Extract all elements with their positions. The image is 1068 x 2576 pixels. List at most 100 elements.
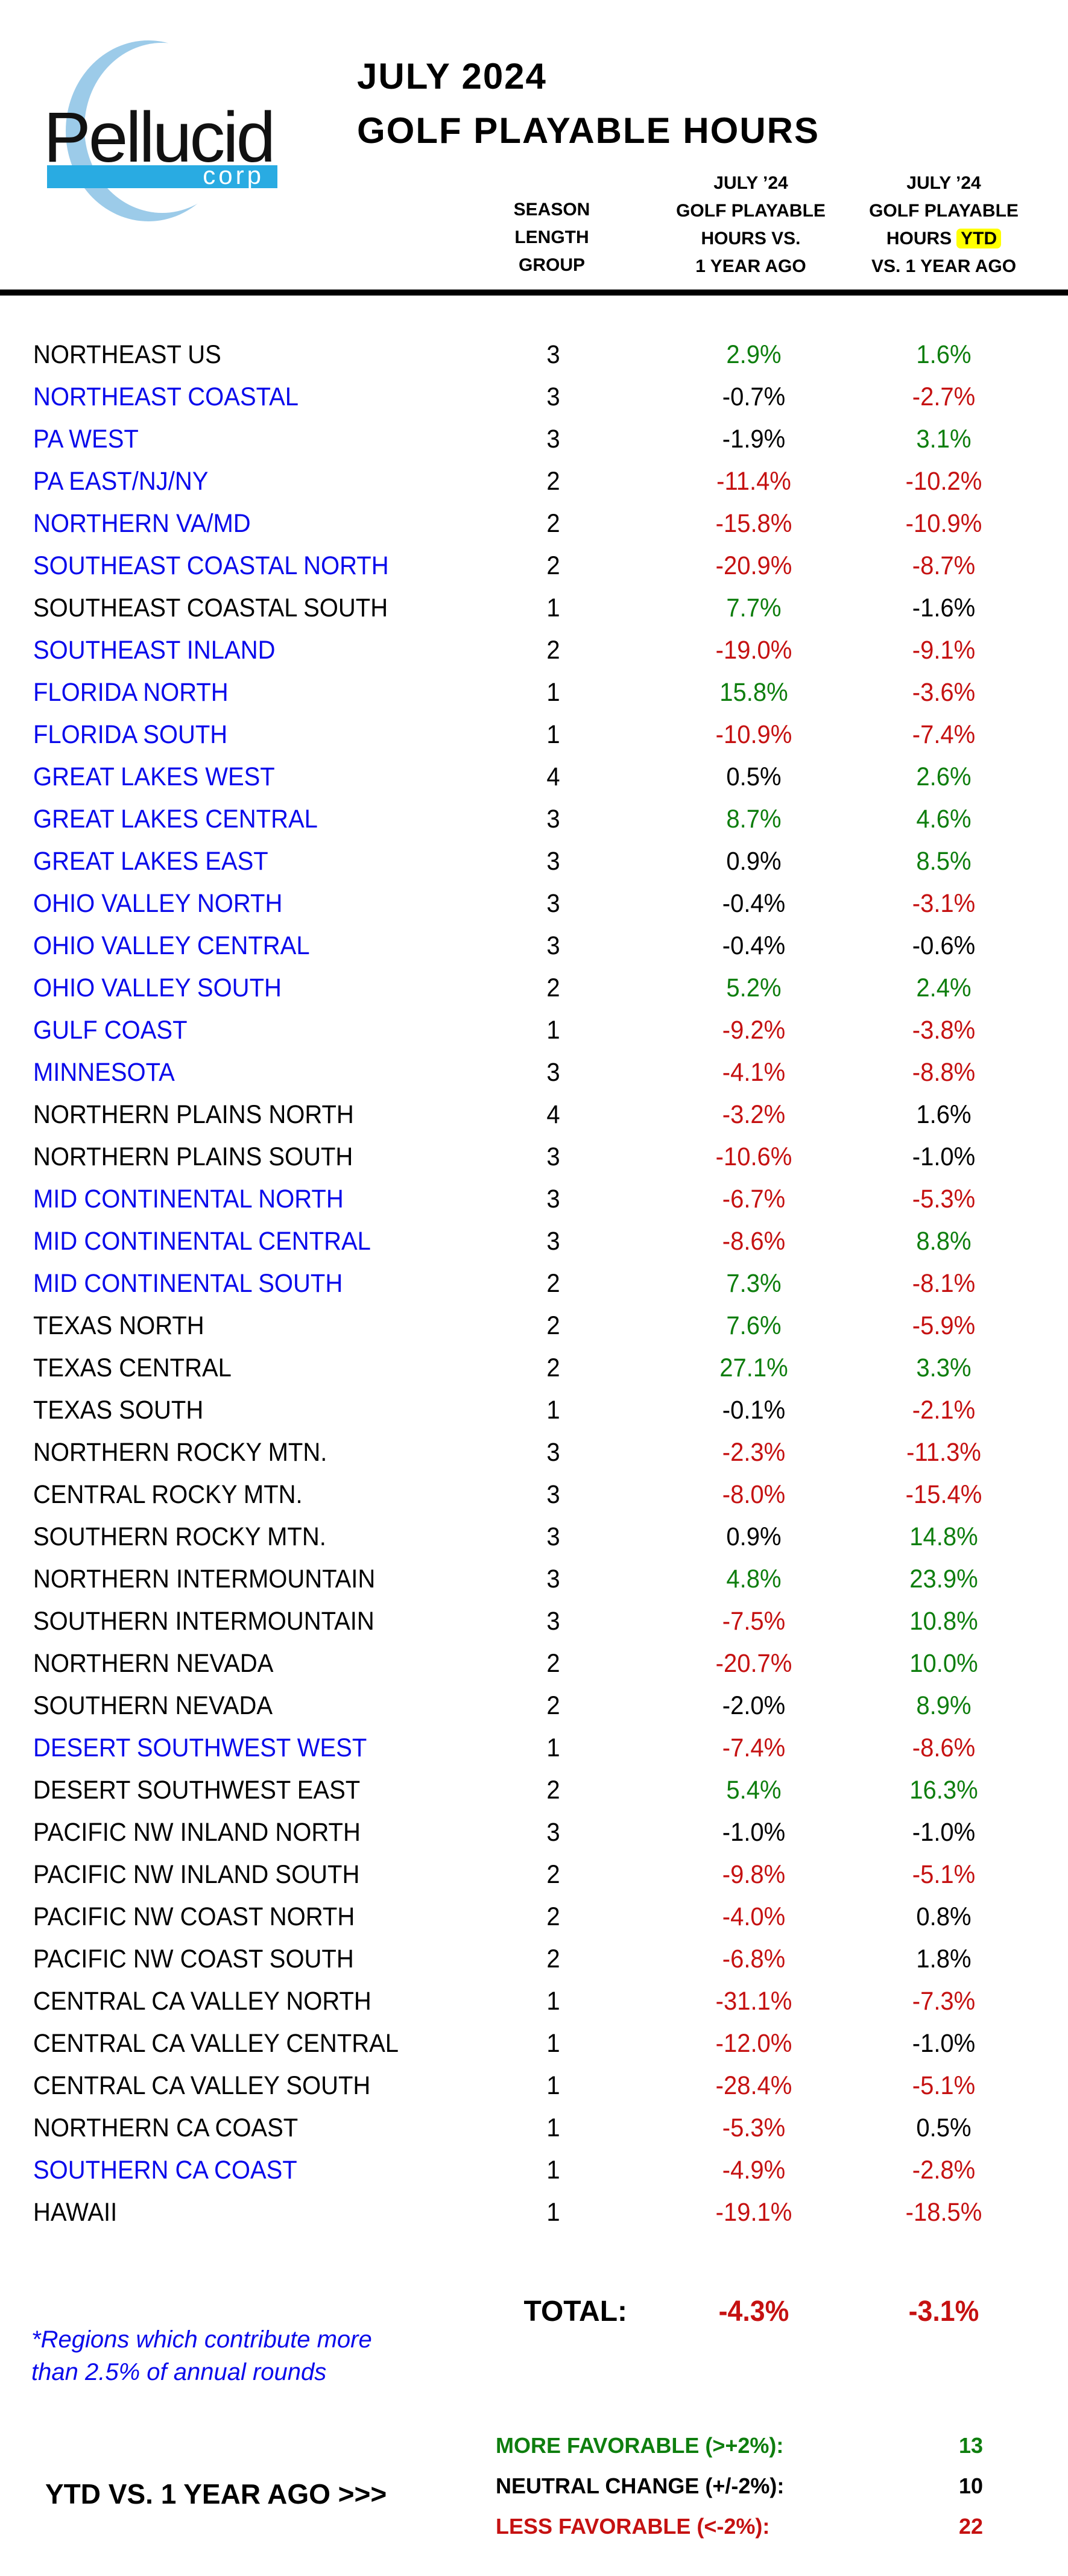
ytd-value: -3.8% — [912, 1016, 976, 1045]
season-group: 3 — [546, 1565, 560, 1593]
season-group: 2 — [546, 1860, 560, 1889]
ytd-value: -0.6% — [912, 931, 976, 960]
legend-count: 22 — [958, 2514, 984, 2539]
region-name: MID CONTINENTAL CENTRAL — [33, 1227, 371, 1256]
region-name: NORTHERN ROCKY MTN. — [33, 1438, 327, 1467]
season-group: 1 — [546, 2029, 560, 2058]
ytd-value: -10.2% — [905, 467, 982, 496]
total-mom-value: -4.3% — [718, 2296, 789, 2328]
mom-header-line: HOURS VS. — [701, 229, 801, 248]
ytd-value: -8.1% — [912, 1269, 976, 1298]
ytd-value: -18.5% — [905, 2198, 982, 2227]
mom-value: -15.8% — [715, 509, 792, 538]
season-group: 3 — [546, 340, 560, 369]
ytd-header-line: HOURS YTD — [838, 225, 1049, 253]
season-group: 3 — [546, 1227, 560, 1256]
table-row: CENTRAL ROCKY MTN. 3 -8.0% -15.4% — [0, 1473, 1068, 1516]
table-row: HAWAII 1 -19.1% -18.5% — [0, 2191, 1068, 2233]
season-group: 2 — [546, 1311, 560, 1340]
total-ytd-value: -3.1% — [908, 2296, 979, 2328]
ytd-value: 3.1% — [916, 425, 972, 454]
region-name: CENTRAL ROCKY MTN. — [33, 1480, 303, 1509]
season-header-line: SEASON — [513, 200, 590, 220]
ytd-value: 4.6% — [916, 805, 972, 834]
mom-value: -9.2% — [722, 1016, 786, 1045]
season-group: 2 — [546, 551, 560, 580]
mom-value: -2.3% — [722, 1438, 786, 1467]
ytd-value: -5.1% — [912, 1860, 976, 1889]
mom-value: 0.9% — [726, 847, 782, 876]
region-name: NORTHERN PLAINS NORTH — [33, 1100, 354, 1129]
mom-value: 2.9% — [726, 340, 782, 369]
season-group: 2 — [546, 1691, 560, 1720]
table-row: GREAT LAKES CENTRAL 3 8.7% 4.6% — [0, 798, 1068, 840]
table-row: SOUTHERN INTERMOUNTAIN 3 -7.5% 10.8% — [0, 1600, 1068, 1642]
region-name: PACIFIC NW COAST NORTH — [33, 1902, 355, 1931]
region-name: NORTHERN VA/MD — [33, 509, 251, 538]
header-divider — [0, 290, 1068, 296]
mom-header-line: GOLF PLAYABLE — [676, 201, 826, 221]
season-group: 3 — [546, 1058, 560, 1087]
season-group: 1 — [546, 2071, 560, 2100]
mom-value: 4.8% — [726, 1565, 782, 1593]
table-row: NORTHERN VA/MD 2 -15.8% -10.9% — [0, 502, 1068, 545]
legend-count: 10 — [958, 2473, 984, 2498]
legend-count: 13 — [958, 2433, 984, 2458]
region-name: GULF COAST — [33, 1016, 188, 1045]
mom-value: 15.8% — [719, 678, 788, 707]
table-row: TEXAS CENTRAL 2 27.1% 3.3% — [0, 1347, 1068, 1389]
title-subject: GOLF PLAYABLE HOURS — [357, 110, 820, 151]
region-name: GREAT LAKES CENTRAL — [33, 805, 318, 834]
region-name: PACIFIC NW INLAND SOUTH — [33, 1860, 360, 1889]
ytd-value: -9.1% — [912, 636, 976, 665]
table-row: SOUTHERN ROCKY MTN. 3 0.9% 14.8% — [0, 1516, 1068, 1558]
ytd-value: 8.5% — [916, 847, 972, 876]
ytd-value: -8.7% — [912, 551, 976, 580]
ytd-value: -2.8% — [912, 2156, 976, 2185]
season-group: 1 — [546, 2156, 560, 2185]
region-name: NORTHERN INTERMOUNTAIN — [33, 1565, 376, 1593]
region-name: NORTHEAST US — [33, 340, 221, 369]
mom-value: -12.0% — [715, 2029, 792, 2058]
table-row: PACIFIC NW COAST SOUTH 2 -6.8% 1.8% — [0, 1938, 1068, 1980]
mom-value: 0.9% — [726, 1522, 782, 1551]
mom-value: -10.6% — [715, 1142, 792, 1171]
ytd-value: -2.1% — [912, 1396, 976, 1425]
mom-value: -7.4% — [722, 1733, 786, 1762]
region-name: SOUTHERN ROCKY MTN. — [33, 1522, 326, 1551]
table-row: OHIO VALLEY SOUTH 2 5.2% 2.4% — [0, 967, 1068, 1009]
table-row: NORTHEAST US 3 2.9% 1.6% — [0, 334, 1068, 376]
mom-value: 7.3% — [726, 1269, 782, 1298]
region-name: SOUTHERN CA COAST — [33, 2156, 297, 2185]
mom-value: -2.0% — [722, 1691, 786, 1720]
season-group: 3 — [546, 1438, 560, 1467]
logo-wordmark: Pellucid — [43, 98, 273, 177]
ytd-value: 1.6% — [916, 340, 972, 369]
table-row: CENTRAL CA VALLEY SOUTH 1 -28.4% -5.1% — [0, 2065, 1068, 2107]
ytd-value: 23.9% — [909, 1565, 978, 1593]
mom-header-line: JULY ’24 — [713, 173, 788, 193]
mom-value: -19.1% — [715, 2198, 792, 2227]
legend-label: LESS FAVORABLE (<-2%): — [496, 2514, 770, 2539]
mom-value: -20.9% — [715, 551, 792, 580]
mom-value: -0.4% — [722, 889, 786, 918]
season-group: 2 — [546, 1353, 560, 1382]
regions-table: NORTHEAST US 3 2.9% 1.6% NORTHEAST COAST… — [0, 334, 1068, 2233]
mom-value: -0.7% — [722, 382, 786, 411]
table-row: MID CONTINENTAL NORTH 3 -6.7% -5.3% — [0, 1178, 1068, 1220]
region-name: FLORIDA NORTH — [33, 678, 229, 707]
mom-value: -10.9% — [715, 720, 792, 749]
mom-value: 7.6% — [726, 1311, 782, 1340]
table-row: NORTHERN INTERMOUNTAIN 3 4.8% 23.9% — [0, 1558, 1068, 1600]
logo-bar — [47, 165, 277, 188]
region-name: NORTHERN CA COAST — [33, 2113, 299, 2142]
ytd-value: 2.6% — [916, 762, 972, 791]
season-group: 1 — [546, 720, 560, 749]
ytd-value: 8.8% — [916, 1227, 972, 1256]
region-name: SOUTHERN INTERMOUNTAIN — [33, 1607, 374, 1636]
season-group: 3 — [546, 1142, 560, 1171]
ytd-value: -5.1% — [912, 2071, 976, 2100]
mom-value: -1.9% — [722, 425, 786, 454]
season-group: 1 — [546, 1396, 560, 1425]
mom-value: -3.2% — [722, 1100, 786, 1129]
